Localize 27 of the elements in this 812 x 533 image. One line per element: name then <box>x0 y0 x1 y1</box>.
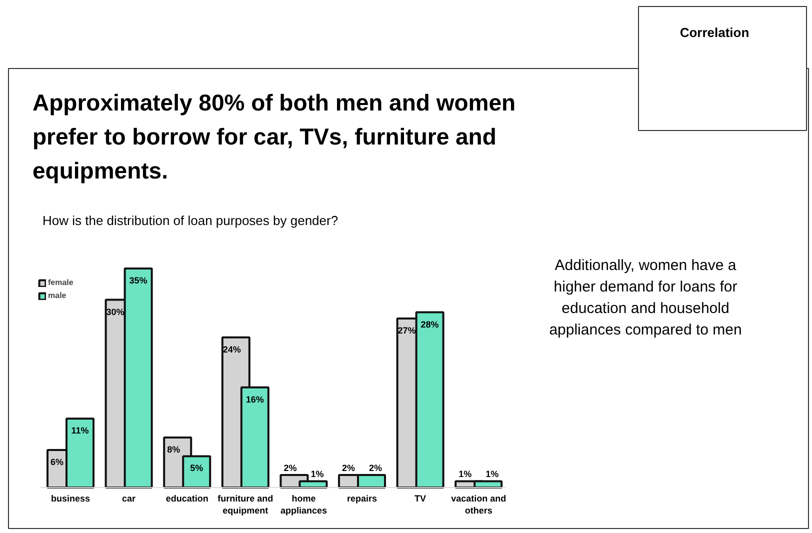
data-label: 16% <box>246 394 264 404</box>
data-label: 8% <box>167 444 180 454</box>
x-tick-label: TV <box>414 494 426 504</box>
data-label: 11% <box>71 426 89 436</box>
x-tick-label: education <box>166 494 208 504</box>
data-label: 28% <box>420 319 439 330</box>
text: Correlation <box>680 25 750 40</box>
data-label: 2% <box>368 462 382 473</box>
chart-title: Approximately 80% of both men and women prefer to borrow for car, TVs, furniture and equipments. <box>32 90 516 184</box>
legend-label: female <box>48 278 74 287</box>
data-label: 5% <box>190 463 204 474</box>
x-tick-label: home appliances <box>280 494 327 516</box>
data-label: 1% <box>310 469 324 480</box>
data-label: 2% <box>342 462 356 473</box>
legend-label: male <box>48 291 68 300</box>
data-label: 35% <box>129 276 148 286</box>
data-label: 1% <box>486 469 499 480</box>
x-tick-label: furniture and equipment <box>218 494 274 516</box>
x-tick-label: vacation and others <box>451 494 506 516</box>
data-label: 2% <box>284 462 297 473</box>
x-tick-label: car <box>122 494 136 504</box>
x-tick-label: repairs <box>346 494 378 504</box>
text: Additionally, women have a higher demand for loans for education and household appliances compared to men <box>549 257 742 338</box>
chart-subtitle: How is the distribution of loan purposes by gender? <box>42 213 338 228</box>
data-label: 6% <box>50 456 64 467</box>
x-tick-label: business <box>50 494 90 504</box>
data-label: 1% <box>458 469 472 480</box>
